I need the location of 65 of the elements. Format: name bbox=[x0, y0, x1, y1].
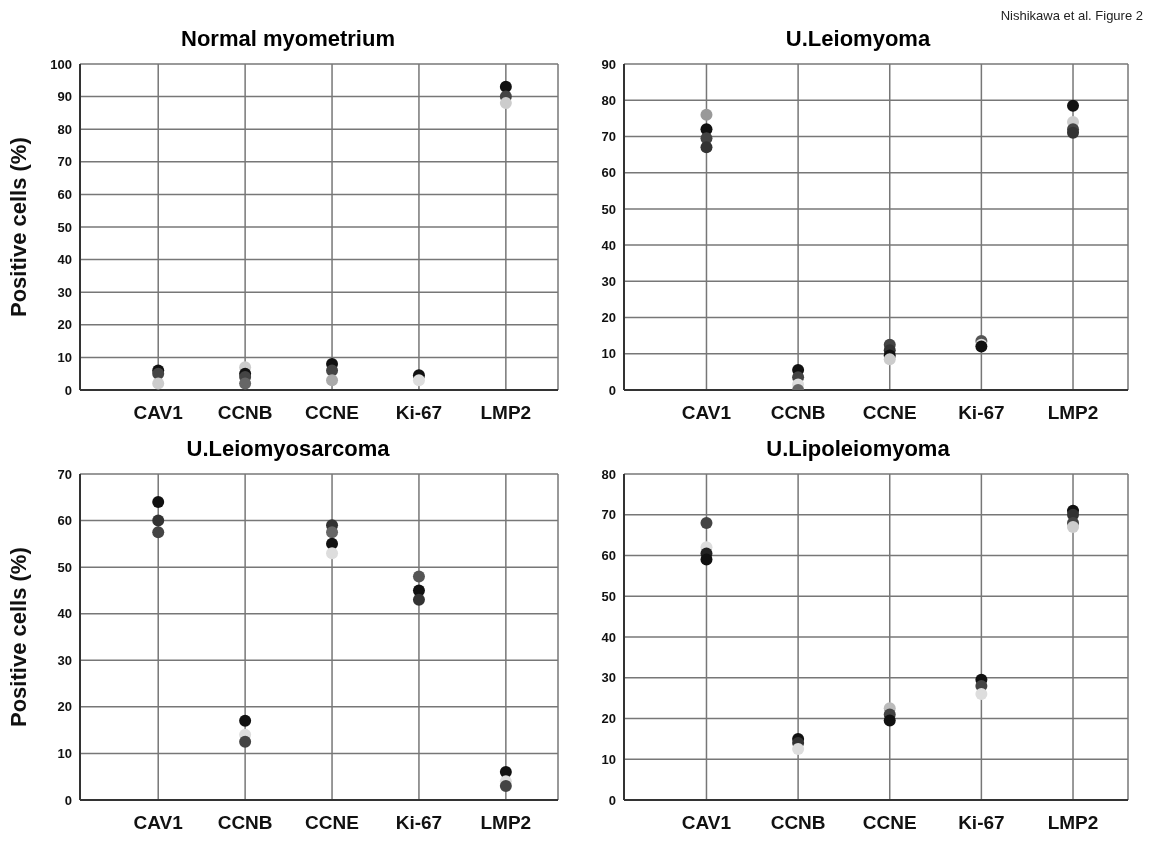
y-tick-label: 30 bbox=[57, 652, 72, 668]
y-tick-label: 0 bbox=[608, 382, 616, 398]
x-tick-label: CCNB bbox=[217, 812, 273, 834]
y-tick-label: 70 bbox=[57, 466, 72, 482]
y-tick-label: 10 bbox=[57, 350, 72, 366]
y-tick-label: 40 bbox=[57, 606, 72, 622]
x-tick-label: Ki-67 bbox=[395, 812, 443, 834]
y-tick-label: 70 bbox=[57, 154, 72, 170]
y-axis-title: Positive cells (%) bbox=[5, 137, 31, 317]
y-tick-label: 10 bbox=[601, 751, 616, 767]
chart-title: U.Leiomyosarcoma bbox=[185, 436, 391, 463]
y-tick-label: 20 bbox=[601, 310, 616, 326]
x-tick-label: CCNB bbox=[770, 812, 826, 834]
y-tick-label: 30 bbox=[57, 284, 72, 300]
y-tick-label: 80 bbox=[57, 121, 72, 137]
y-tick-label: 20 bbox=[601, 711, 616, 727]
y-tick-label: 100 bbox=[50, 56, 72, 72]
y-tick-label: 40 bbox=[601, 237, 616, 253]
x-tick-label: Ki-67 bbox=[395, 402, 443, 424]
x-tick-label: CCNE bbox=[305, 402, 359, 424]
x-tick-label: CCNE bbox=[862, 402, 917, 424]
y-tick-label: 90 bbox=[57, 89, 72, 105]
y-tick-label: 10 bbox=[57, 746, 72, 762]
y-tick-label: 30 bbox=[601, 670, 616, 686]
x-tick-label: CCNB bbox=[770, 402, 826, 424]
y-tick-label: 0 bbox=[608, 792, 616, 808]
x-tick-label: CCNB bbox=[217, 402, 273, 424]
x-tick-label: CAV1 bbox=[681, 812, 732, 834]
y-tick-label: 60 bbox=[601, 548, 616, 564]
y-tick-label: 50 bbox=[601, 201, 616, 217]
x-tick-label: LMP2 bbox=[1047, 402, 1099, 424]
y-tick-label: 60 bbox=[57, 513, 72, 529]
x-tick-label: CAV1 bbox=[133, 402, 184, 424]
y-tick-label: 0 bbox=[64, 382, 72, 398]
y-tick-label: 60 bbox=[57, 187, 72, 203]
y-tick-label: 20 bbox=[57, 699, 72, 715]
y-tick-label: 90 bbox=[601, 56, 616, 72]
y-tick-label: 80 bbox=[601, 466, 616, 482]
chart-title: U.Lipoleiomyoma bbox=[765, 436, 951, 463]
y-tick-label: 10 bbox=[601, 346, 616, 362]
text: Nishikawa et al. Figure 2 bbox=[1000, 8, 1143, 23]
x-tick-label: CAV1 bbox=[133, 812, 184, 834]
x-tick-label: Ki-67 bbox=[958, 812, 1005, 834]
chart-title: Normal myometrium bbox=[180, 26, 396, 53]
x-tick-label: Ki-67 bbox=[958, 402, 1005, 424]
y-tick-label: 50 bbox=[57, 559, 72, 575]
y-tick-label: 40 bbox=[601, 629, 616, 645]
x-tick-label: LMP2 bbox=[480, 812, 532, 834]
y-tick-label: 30 bbox=[601, 273, 616, 289]
x-tick-label: CCNE bbox=[862, 812, 917, 834]
y-axis-title: Positive cells (%) bbox=[5, 547, 31, 727]
chart-title: U.Leiomyoma bbox=[784, 26, 932, 53]
y-tick-label: 50 bbox=[601, 588, 616, 604]
x-tick-label: LMP2 bbox=[480, 402, 532, 424]
y-tick-label: 70 bbox=[601, 129, 616, 145]
x-tick-label: LMP2 bbox=[1047, 812, 1099, 834]
y-tick-label: 20 bbox=[57, 317, 72, 333]
x-tick-label: CCNE bbox=[305, 812, 359, 834]
y-tick-label: 80 bbox=[601, 92, 616, 108]
y-tick-label: 40 bbox=[57, 252, 72, 268]
x-tick-label: CAV1 bbox=[681, 402, 732, 424]
y-tick-label: 50 bbox=[57, 219, 72, 235]
y-tick-label: 60 bbox=[601, 165, 616, 181]
y-tick-label: 0 bbox=[64, 792, 72, 808]
y-tick-label: 70 bbox=[601, 507, 616, 523]
